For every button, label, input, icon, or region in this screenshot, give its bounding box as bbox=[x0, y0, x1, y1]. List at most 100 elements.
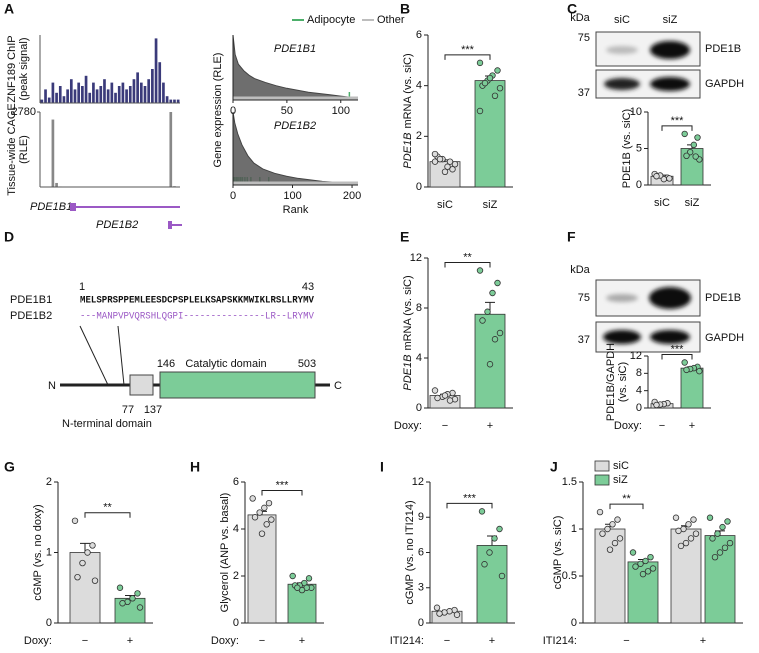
data-point bbox=[649, 565, 657, 572]
x-axis-label: ITI214: bbox=[543, 635, 577, 647]
x-tick-label: − bbox=[659, 420, 665, 432]
data-point bbox=[441, 168, 449, 175]
y-tick-label: 12 bbox=[630, 350, 642, 362]
data-point bbox=[249, 495, 256, 502]
y-tick-label: 1 bbox=[571, 523, 577, 535]
y-tick-label: 10 bbox=[630, 106, 642, 118]
signal-bin bbox=[51, 82, 55, 103]
y-tick-label: 0 bbox=[416, 402, 422, 414]
data-point bbox=[637, 560, 644, 567]
data-point bbox=[683, 366, 690, 374]
gene-label: PDE1B1 bbox=[30, 201, 72, 213]
catalytic-domain bbox=[159, 371, 316, 399]
x-tick-label: siC bbox=[654, 197, 670, 209]
data-point bbox=[614, 516, 621, 523]
y-tick-label: 6 bbox=[416, 29, 422, 41]
data-point bbox=[476, 267, 484, 274]
y-axis-label: Gene expression (RLE) bbox=[212, 53, 224, 168]
bar bbox=[594, 528, 626, 624]
data-point bbox=[632, 563, 639, 570]
y-axis-label-text: cGMP (vs. no ITI214) bbox=[404, 500, 416, 604]
y-tick-label: 6 bbox=[418, 546, 424, 558]
signal-bin bbox=[114, 92, 117, 103]
x-axis-label: Doxy: bbox=[24, 635, 52, 647]
bar bbox=[476, 545, 508, 624]
data-point bbox=[690, 141, 698, 149]
data-point bbox=[682, 539, 690, 547]
y-tick-label: 0 bbox=[46, 617, 52, 629]
data-point bbox=[481, 561, 488, 568]
y-axis-label-text: cGMP (vs. siC) bbox=[552, 516, 564, 590]
lane-label: siZ bbox=[663, 14, 678, 26]
y-tick-label: 12 bbox=[412, 476, 424, 488]
y-axis-label-text: Gene expression (RLE) bbox=[212, 53, 224, 168]
data-point bbox=[74, 573, 81, 581]
x-tick-label: − bbox=[444, 635, 450, 647]
data-point bbox=[446, 158, 454, 165]
signal-bin bbox=[158, 62, 162, 103]
western-blot: kDa 75 37 siC siZ PDE1B GAPDH bbox=[570, 12, 744, 99]
signal-bin bbox=[92, 82, 95, 103]
band bbox=[650, 77, 690, 91]
bar bbox=[704, 535, 736, 624]
y-tick-label: 2 bbox=[233, 570, 239, 582]
signal-bin bbox=[51, 119, 55, 187]
x-tick-label: + bbox=[489, 635, 495, 647]
isoform-name: PDE1B1 bbox=[10, 294, 52, 306]
data-point bbox=[642, 557, 649, 565]
data-point bbox=[476, 107, 484, 115]
kda-label: kDa bbox=[570, 12, 590, 24]
y-tick-label: 4 bbox=[416, 80, 422, 92]
significance-bracket bbox=[609, 503, 644, 510]
marker-label: 37 bbox=[578, 87, 590, 99]
residue-number: 503 bbox=[298, 358, 316, 370]
data-point bbox=[491, 336, 499, 343]
marker-label: 37 bbox=[578, 334, 590, 346]
data-point bbox=[494, 279, 501, 287]
data-point bbox=[496, 84, 504, 92]
data-point bbox=[134, 590, 141, 597]
y-tick-label: 9 bbox=[418, 511, 424, 523]
legend-label: siZ bbox=[613, 474, 628, 486]
data-point bbox=[491, 92, 499, 99]
data-point bbox=[604, 525, 611, 533]
data-point bbox=[666, 175, 673, 182]
signal-bin bbox=[139, 82, 143, 103]
data-point bbox=[256, 509, 263, 516]
exon bbox=[70, 203, 76, 211]
data-point bbox=[685, 521, 692, 528]
data-point bbox=[706, 514, 714, 521]
data-point bbox=[119, 600, 126, 607]
y-tick-label: 2 bbox=[46, 476, 52, 488]
marker-label: 75 bbox=[578, 292, 590, 304]
signal-bin bbox=[173, 99, 176, 103]
band bbox=[604, 78, 640, 90]
y-axis-label-gene: PDE1B bbox=[402, 355, 414, 391]
signal-bin bbox=[47, 97, 51, 103]
y-axis-label-line: (RLE) bbox=[18, 135, 30, 164]
legend-swatch bbox=[594, 460, 610, 472]
data-point bbox=[687, 535, 695, 542]
panel-letter: B bbox=[400, 1, 410, 17]
protein-diagram: 1 43 PDE1B1 MELSPRSPPEMLEESDCPSPLELKSAPS… bbox=[10, 281, 342, 430]
sequence: MELSPRSPPEMLEESDCPSPLELKSAPSKKMWIKLRSLLR… bbox=[80, 296, 314, 307]
data-point bbox=[675, 527, 682, 535]
band bbox=[649, 287, 691, 309]
area-fill bbox=[233, 35, 357, 100]
data-point bbox=[451, 160, 459, 168]
data-point bbox=[694, 134, 701, 141]
data-point bbox=[431, 150, 439, 158]
band bbox=[650, 41, 690, 59]
significance-bracket bbox=[261, 489, 303, 496]
data-point bbox=[653, 401, 660, 409]
panel-letter: F bbox=[567, 229, 576, 245]
y-tick-label: 6 bbox=[233, 476, 239, 488]
data-point bbox=[486, 361, 494, 368]
y-tick-label: 0 bbox=[416, 181, 422, 193]
residue-number: 1 bbox=[79, 281, 85, 293]
data-point bbox=[436, 610, 443, 617]
signal-bin bbox=[117, 86, 121, 103]
y-axis-label: PDE1B/GAPDH(vs. siC) bbox=[605, 343, 629, 421]
significance-bracket bbox=[84, 512, 131, 518]
